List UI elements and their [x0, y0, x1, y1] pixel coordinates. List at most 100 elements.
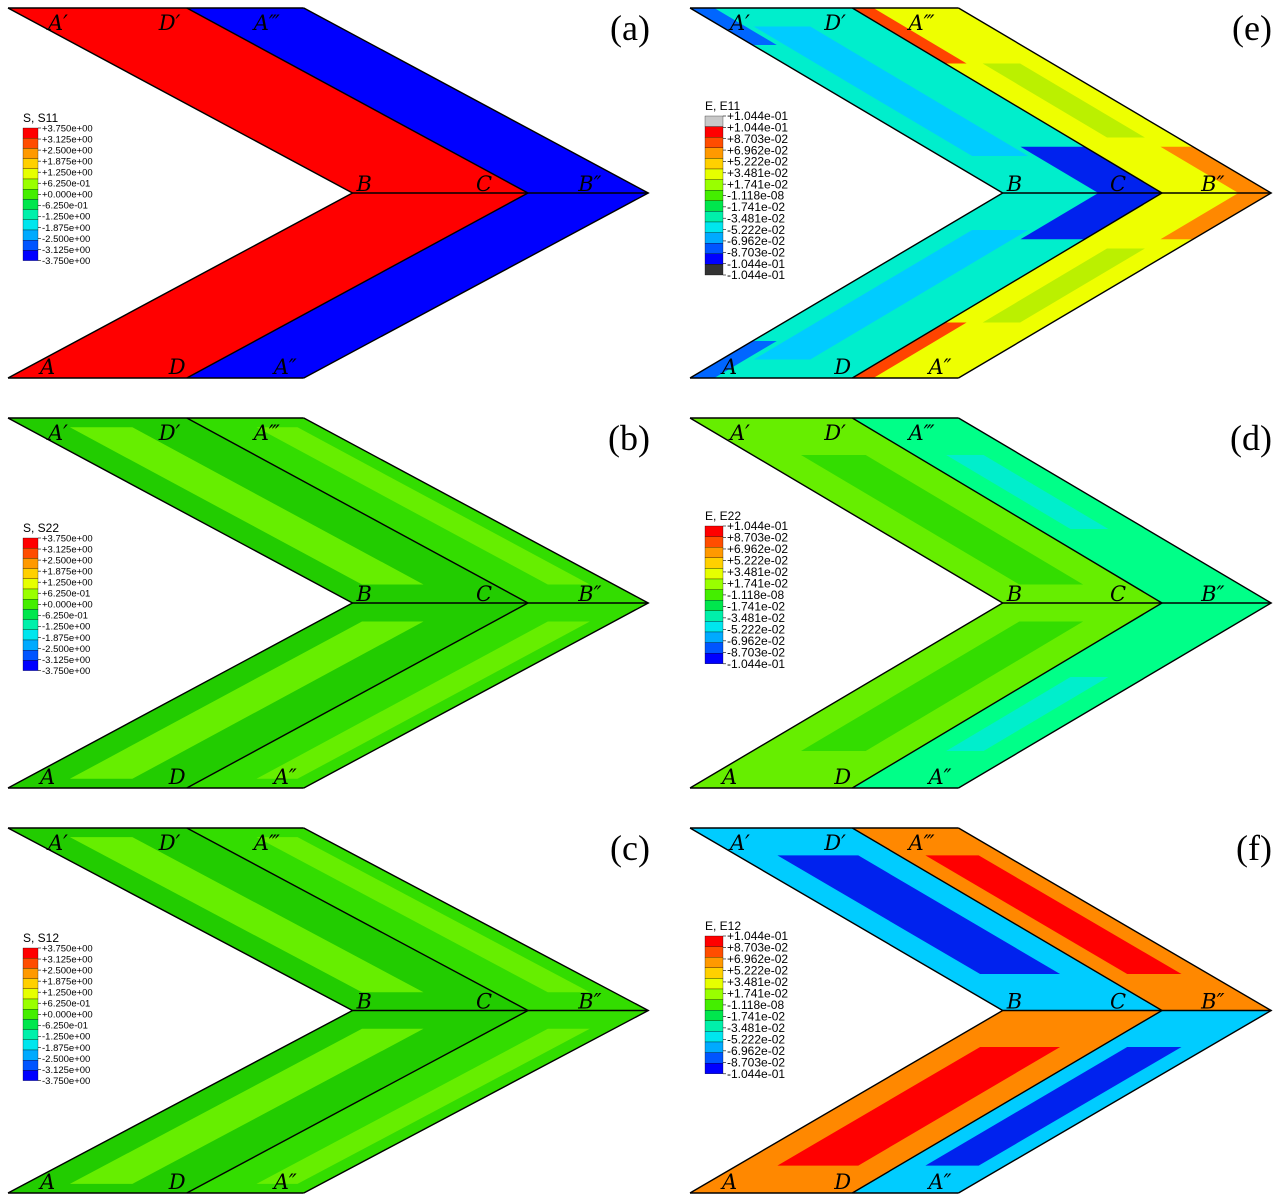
point-label-A3: A‴: [906, 421, 934, 445]
legend-swatch: [22, 548, 39, 559]
legend-value: -1.741e-02: [727, 1010, 785, 1024]
point-label-A1: A′: [728, 831, 750, 855]
legend-value: +8.703e-02: [727, 941, 788, 955]
point-label-D1: D′: [823, 11, 846, 35]
point-label-B2: B″: [577, 582, 601, 606]
point-label-D: D: [168, 765, 186, 789]
legend-value: -1.118e-08: [727, 998, 784, 1012]
contour-band: [753, 230, 1029, 360]
contour-band: [852, 322, 967, 378]
legend-swatch: [22, 650, 39, 661]
legend-value: +3.750e+00: [42, 123, 93, 134]
legend-swatch: [22, 1039, 39, 1051]
legend-value: +5.222e-02: [727, 964, 788, 978]
point-label-A2: A″: [926, 765, 951, 789]
legend-swatch: [22, 148, 39, 159]
legend-value: +0.000e+00: [42, 1010, 93, 1021]
point-label-A: A: [720, 765, 737, 789]
legend-swatch: [704, 988, 724, 1000]
point-label-D: D: [168, 1170, 186, 1194]
legend-value: +2.500e+00: [42, 965, 93, 976]
contour-band: [256, 1028, 590, 1184]
contour-band: [946, 677, 1109, 751]
point-label-D: D: [833, 355, 851, 379]
contour-band: [925, 1047, 1182, 1166]
legend-swatch: [22, 219, 39, 231]
point-label-A: A: [38, 1170, 55, 1194]
legend-swatch: [704, 967, 724, 979]
legend-s11: S, S11+3.750e+00+3.125e+00+2.500e+00+1.8…: [22, 111, 93, 267]
legend-swatch: [22, 660, 39, 671]
point-label-C: C: [1110, 990, 1126, 1014]
contour-band: [1160, 146, 1272, 193]
legend-swatch: [22, 138, 39, 149]
legend-value: +3.125e+00: [42, 544, 93, 555]
legend-swatch: [704, 631, 724, 643]
contour-band: [690, 341, 777, 378]
legend-swatch: [22, 599, 39, 610]
legend-swatch: [704, 978, 724, 990]
panel-tag: (d): [1230, 418, 1272, 458]
legend-value: +6.250e-01: [42, 999, 90, 1010]
legend-swatch: [22, 209, 39, 220]
legend-swatch: [704, 935, 724, 947]
legend-swatch: [704, 999, 724, 1011]
legend-swatch: [22, 1060, 39, 1071]
legend-title: S, S11: [23, 111, 58, 125]
legend-swatch: [704, 243, 724, 254]
legend-swatch: [704, 115, 724, 127]
legend-value: -1.250e+00: [42, 212, 90, 223]
legend-title: E, E11: [705, 99, 740, 113]
legend-value: -1.044e-01: [727, 268, 785, 282]
legend-swatch: [22, 127, 39, 139]
contour-band: [256, 837, 590, 993]
point-label-A: A: [38, 765, 55, 789]
legend-value: -5.222e-02: [727, 223, 785, 237]
legend-swatch: [704, 653, 724, 664]
legend-swatch: [704, 946, 724, 958]
point-label-C: C: [476, 990, 492, 1014]
legend-value: +8.703e-02: [727, 132, 788, 146]
legend-swatch: [704, 221, 724, 233]
panel-tag: (e): [1232, 8, 1272, 48]
legend-swatch: [22, 578, 39, 590]
point-label-C: C: [476, 582, 492, 606]
legend-value: -1.741e-02: [727, 600, 785, 614]
legend-value: +1.250e+00: [42, 578, 93, 589]
legend-value: +1.875e+00: [42, 156, 93, 167]
legend-value: -1.875e+00: [42, 1043, 90, 1054]
contour-band: [777, 855, 1061, 974]
legend-title: E, E22: [705, 509, 741, 523]
legend-value: -1.250e+00: [42, 622, 90, 633]
legend-swatch: [704, 264, 724, 276]
panel-s12: A′ D′ A‴ A D A″ B C B″ (c): [7, 827, 650, 1194]
legend-value: +6.962e-02: [727, 542, 788, 556]
point-label-A1: A′: [46, 421, 68, 445]
point-label-A1: A′: [46, 11, 68, 35]
legend-swatch: [22, 1070, 39, 1081]
point-label-D1: D′: [158, 831, 181, 855]
contour-band: [69, 837, 424, 993]
contour-band: [256, 621, 590, 779]
legend-value: -6.250e-01: [42, 201, 88, 212]
point-label-A2: A″: [926, 1170, 951, 1194]
legend-value: +2.500e+00: [42, 145, 93, 156]
outer-edge: [303, 827, 650, 1194]
contour-band: [69, 427, 424, 585]
point-label-B2: B″: [577, 172, 601, 196]
legend-value: -6.250e-01: [42, 1021, 88, 1032]
panel-tag: (a): [610, 8, 650, 48]
point-label-B: B: [356, 990, 372, 1014]
legend-value: +3.750e+00: [42, 943, 93, 954]
legend-value: -1.044e-01: [727, 257, 785, 271]
point-label-D: D: [833, 1170, 851, 1194]
legend-value: +3.125e+00: [42, 134, 93, 145]
outer-edge: [958, 827, 1273, 1194]
legend-value: -6.962e-02: [727, 1044, 785, 1058]
point-label-D: D: [168, 355, 186, 379]
point-label-B: B: [356, 582, 372, 606]
point-label-A3: A‴: [906, 831, 934, 855]
legend-value: +1.250e+00: [42, 168, 93, 179]
legend-value: +1.875e+00: [42, 976, 93, 987]
